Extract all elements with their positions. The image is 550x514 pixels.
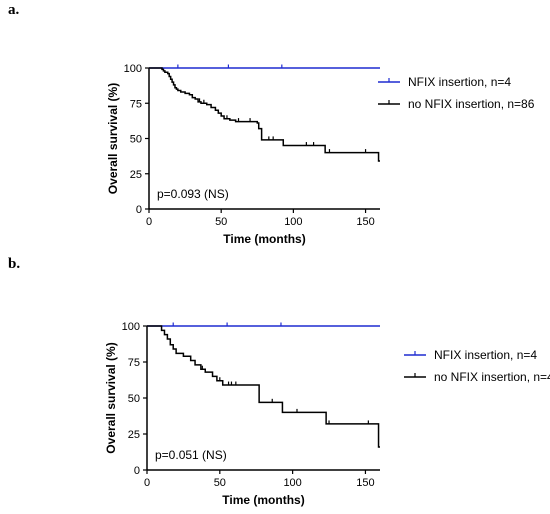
legend-label: NFIX insertion, n=4 xyxy=(434,348,537,362)
x-axis-title: Time (months) xyxy=(223,232,305,246)
y-axis-title: Overall survival (%) xyxy=(104,342,118,453)
x-tick-label: 0 xyxy=(146,216,152,228)
p-value-annotation: p=0.093 (NS) xyxy=(157,187,229,201)
x-tick-label: 150 xyxy=(356,216,374,228)
x-tick-label: 100 xyxy=(283,477,301,489)
y-tick-label: 50 xyxy=(130,134,142,146)
series-line-no-nfix xyxy=(149,67,380,162)
series-line-no-nfix xyxy=(147,325,380,448)
y-tick-label: 75 xyxy=(130,98,142,110)
legend-label: no NFIX insertion, n=46 xyxy=(434,370,550,384)
panel-label-a: a. xyxy=(8,2,20,18)
x-axis-title: Time (months) xyxy=(222,493,304,507)
survival-chart-b: 0 50 100 150 0 25 50 75 100 Time (months) Overall … xyxy=(104,321,550,507)
y-axis-title: Overall survival (%) xyxy=(106,83,120,194)
x-tick-label: 50 xyxy=(215,216,227,228)
y-tick-label: 25 xyxy=(128,429,140,441)
survival-chart-a: 0 50 100 150 0 25 50 75 100 Time (months) Overall … xyxy=(106,63,535,246)
y-tick-label: 50 xyxy=(128,393,140,405)
y-tick-label: 100 xyxy=(122,321,140,333)
p-value-annotation: p=0.051 (NS) xyxy=(155,448,227,462)
x-tick-label: 50 xyxy=(214,477,226,489)
panel-label-b: b. xyxy=(8,256,21,272)
legend-label: NFIX insertion, n=4 xyxy=(408,75,511,89)
x-tick-label: 150 xyxy=(356,477,374,489)
y-tick-label: 75 xyxy=(128,357,140,369)
x-tick-label: 100 xyxy=(284,216,302,228)
y-tick-label: 100 xyxy=(124,63,142,75)
x-tick-label: 0 xyxy=(144,477,150,489)
legend-label: no NFIX insertion, n=86 xyxy=(408,97,535,111)
y-tick-label: 0 xyxy=(136,204,142,216)
y-tick-label: 0 xyxy=(134,465,140,477)
y-tick-label: 25 xyxy=(130,169,142,181)
